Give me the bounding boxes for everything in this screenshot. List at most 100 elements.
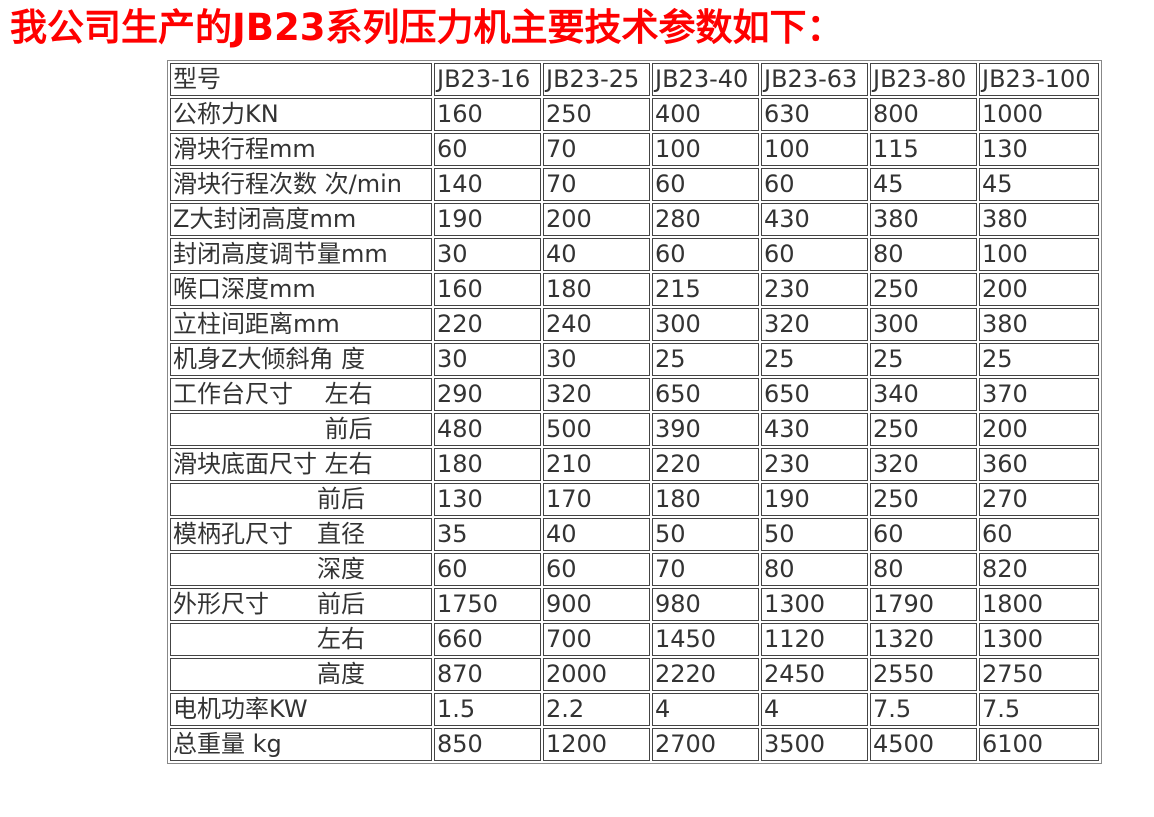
table-cell: 340 xyxy=(870,378,977,411)
header-cell: JB23-100 xyxy=(979,63,1099,96)
table-cell: 35 xyxy=(434,518,541,551)
table-cell: 380 xyxy=(979,308,1099,341)
table-cell: 250 xyxy=(870,413,977,446)
table-cell: 左右 xyxy=(170,623,432,656)
table-cell: 300 xyxy=(870,308,977,341)
table-cell: 4 xyxy=(761,693,868,726)
table-cell: 25 xyxy=(979,343,1099,376)
table-cell: 430 xyxy=(761,203,868,236)
table-cell: 320 xyxy=(870,448,977,481)
table-row: 高度 870 2000 2220 2450 2550 2750 xyxy=(170,658,1099,691)
table-cell: 1300 xyxy=(979,623,1099,656)
table-cell: 70 xyxy=(543,168,650,201)
table-cell: 高度 xyxy=(170,658,432,691)
table-cell: 封闭高度调节量mm xyxy=(170,238,432,271)
table-cell: 50 xyxy=(652,518,759,551)
table-cell: 2550 xyxy=(870,658,977,691)
table-cell: 60 xyxy=(543,553,650,586)
table-cell: 200 xyxy=(979,413,1099,446)
table-cell: 1800 xyxy=(979,588,1099,621)
table-cell: 320 xyxy=(761,308,868,341)
table-cell: 滑块底面尺寸 左右 xyxy=(170,448,432,481)
table-cell: 60 xyxy=(979,518,1099,551)
table-cell: 25 xyxy=(761,343,868,376)
table-cell: 630 xyxy=(761,98,868,131)
header-cell: JB23-16 xyxy=(434,63,541,96)
table-cell: 140 xyxy=(434,168,541,201)
table-cell: 7.5 xyxy=(870,693,977,726)
table-cell: 500 xyxy=(543,413,650,446)
table-cell: 1750 xyxy=(434,588,541,621)
header-row: 型号 JB23-16 JB23-25 JB23-40 JB23-63 JB23-80 JB2… xyxy=(170,63,1099,96)
table-cell: 650 xyxy=(652,378,759,411)
table-cell: 1450 xyxy=(652,623,759,656)
table-cell: 220 xyxy=(434,308,541,341)
table-cell: 60 xyxy=(870,518,977,551)
table-cell: 滑块行程次数 次/min xyxy=(170,168,432,201)
header-cell: JB23-63 xyxy=(761,63,868,96)
page-title: 我公司生产的JB23系列压力机主要技术参数如下： xyxy=(10,6,844,49)
table-cell: 70 xyxy=(652,553,759,586)
table-row: 封闭高度调节量mm 30 40 60 60 80 100 xyxy=(170,238,1099,271)
table-cell: 980 xyxy=(652,588,759,621)
table-cell: 60 xyxy=(434,133,541,166)
table-cell: 270 xyxy=(979,483,1099,516)
table-cell: 100 xyxy=(652,133,759,166)
table-cell: 3500 xyxy=(761,728,868,761)
table-cell: 30 xyxy=(543,343,650,376)
table-cell: 深度 xyxy=(170,553,432,586)
table-cell: Z大封闭高度mm xyxy=(170,203,432,236)
table-cell: 60 xyxy=(761,168,868,201)
table-cell: 370 xyxy=(979,378,1099,411)
table-cell: 2.2 xyxy=(543,693,650,726)
table-row: 滑块行程次数 次/min 140 70 60 60 45 45 xyxy=(170,168,1099,201)
table-cell: 1.5 xyxy=(434,693,541,726)
table-cell: 外形尺寸 前后 xyxy=(170,588,432,621)
table-cell: 45 xyxy=(979,168,1099,201)
table-cell: 40 xyxy=(543,238,650,271)
table-cell: 25 xyxy=(652,343,759,376)
table-cell: 650 xyxy=(761,378,868,411)
table-cell: 250 xyxy=(870,273,977,306)
table-cell: 前后 xyxy=(170,413,432,446)
table-cell: 2750 xyxy=(979,658,1099,691)
table-cell: 30 xyxy=(434,343,541,376)
table-cell: 160 xyxy=(434,273,541,306)
table-row: 公称力KN 160 250 400 630 800 1000 xyxy=(170,98,1099,131)
table-cell: 200 xyxy=(543,203,650,236)
table-cell: 2700 xyxy=(652,728,759,761)
table-cell: 1000 xyxy=(979,98,1099,131)
table-cell: 前后 xyxy=(170,483,432,516)
table-cell: 320 xyxy=(543,378,650,411)
table-cell: 100 xyxy=(761,133,868,166)
table-cell: 100 xyxy=(979,238,1099,271)
table-cell: 430 xyxy=(761,413,868,446)
spec-table: 型号 JB23-16 JB23-25 JB23-40 JB23-63 JB23-80 JB2… xyxy=(167,60,1102,764)
table-cell: 870 xyxy=(434,658,541,691)
table-cell: 总重量 kg xyxy=(170,728,432,761)
table-cell: 700 xyxy=(543,623,650,656)
table-cell: 6100 xyxy=(979,728,1099,761)
table-cell: 2000 xyxy=(543,658,650,691)
table-cell: 380 xyxy=(979,203,1099,236)
table-cell: 360 xyxy=(979,448,1099,481)
table-cell: 滑块行程mm xyxy=(170,133,432,166)
table-cell: 480 xyxy=(434,413,541,446)
table-cell: 820 xyxy=(979,553,1099,586)
table-cell: 70 xyxy=(543,133,650,166)
table-row: 电机功率KW 1.5 2.2 4 4 7.5 7.5 xyxy=(170,693,1099,726)
table-cell: 7.5 xyxy=(979,693,1099,726)
table-cell: 60 xyxy=(652,238,759,271)
table-cell: 机身Z大倾斜角 度 xyxy=(170,343,432,376)
table-cell: 立柱间距离mm xyxy=(170,308,432,341)
table-row: 工作台尺寸 左右 290 320 650 650 340 370 xyxy=(170,378,1099,411)
table-cell: 工作台尺寸 左右 xyxy=(170,378,432,411)
table-cell: 30 xyxy=(434,238,541,271)
table-row: 滑块底面尺寸 左右 180 210 220 230 320 360 xyxy=(170,448,1099,481)
table-cell: 160 xyxy=(434,98,541,131)
table-cell: 喉口深度mm xyxy=(170,273,432,306)
table-cell: 300 xyxy=(652,308,759,341)
table-cell: 380 xyxy=(870,203,977,236)
table-cell: 210 xyxy=(543,448,650,481)
table-cell: 230 xyxy=(761,273,868,306)
